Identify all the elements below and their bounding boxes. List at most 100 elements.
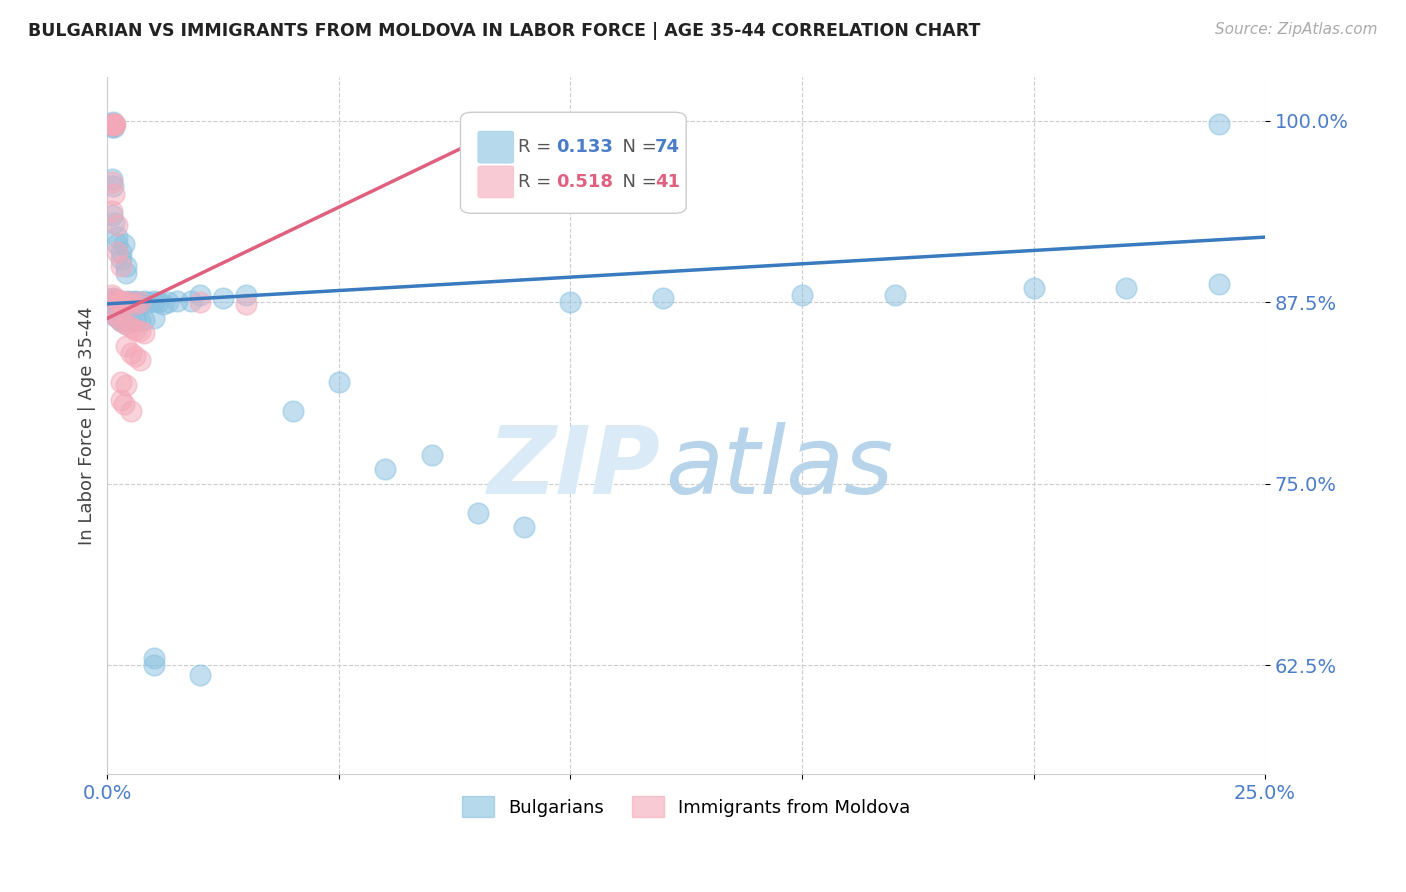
Point — [103, 291, 125, 305]
Point — [120, 297, 142, 311]
Point — [235, 297, 257, 311]
Point — [188, 668, 211, 682]
Text: R =: R = — [519, 138, 557, 156]
Point — [142, 293, 165, 308]
Point — [124, 295, 146, 310]
Point — [128, 295, 150, 310]
Point — [103, 119, 125, 133]
Point — [101, 175, 124, 189]
Point — [112, 295, 135, 310]
Point — [101, 120, 124, 134]
Point — [120, 314, 142, 328]
Point — [101, 291, 124, 305]
Point — [1208, 117, 1230, 131]
Point — [560, 295, 582, 310]
Point — [128, 314, 150, 328]
Point — [120, 295, 142, 310]
Point — [105, 219, 128, 233]
Point — [115, 317, 138, 331]
Point — [124, 313, 146, 327]
Point — [115, 295, 138, 310]
Point — [120, 346, 142, 360]
Point — [110, 259, 132, 273]
Text: N =: N = — [612, 138, 662, 156]
Point — [103, 216, 125, 230]
Text: N =: N = — [612, 173, 662, 191]
Point — [128, 297, 150, 311]
Point — [110, 252, 132, 266]
Point — [121, 295, 143, 310]
Text: ZIP: ZIP — [488, 422, 661, 514]
Point — [188, 288, 211, 302]
Point — [513, 520, 536, 534]
Point — [124, 293, 146, 308]
Point — [103, 119, 125, 133]
Point — [108, 293, 131, 308]
Text: BULGARIAN VS IMMIGRANTS FROM MOLDOVA IN LABOR FORCE | AGE 35-44 CORRELATION CHAR: BULGARIAN VS IMMIGRANTS FROM MOLDOVA IN … — [28, 22, 980, 40]
Point — [166, 293, 188, 308]
Y-axis label: In Labor Force | Age 35-44: In Labor Force | Age 35-44 — [79, 307, 96, 545]
Point — [188, 295, 211, 310]
Point — [110, 392, 132, 407]
Point — [115, 378, 138, 392]
Point — [124, 297, 146, 311]
Text: Source: ZipAtlas.com: Source: ZipAtlas.com — [1215, 22, 1378, 37]
Point — [1022, 281, 1045, 295]
Point — [115, 297, 138, 311]
Point — [142, 658, 165, 673]
Point — [101, 208, 124, 222]
Point — [128, 353, 150, 368]
Point — [104, 117, 127, 131]
Point — [790, 288, 813, 302]
Point — [281, 404, 304, 418]
Point — [374, 462, 396, 476]
FancyBboxPatch shape — [461, 112, 686, 213]
Point — [467, 506, 489, 520]
Text: 0.133: 0.133 — [557, 138, 613, 156]
Point — [120, 320, 142, 334]
Point — [117, 293, 139, 308]
Legend: Bulgarians, Immigrants from Moldova: Bulgarians, Immigrants from Moldova — [454, 789, 918, 824]
Point — [134, 326, 156, 340]
Point — [152, 297, 174, 311]
Point — [108, 293, 131, 308]
Point — [138, 295, 160, 310]
Point — [1115, 281, 1137, 295]
FancyBboxPatch shape — [478, 131, 513, 163]
Point — [101, 305, 124, 319]
Point — [101, 117, 124, 131]
Text: atlas: atlas — [665, 422, 894, 513]
Point — [115, 295, 138, 310]
Point — [128, 295, 150, 310]
Text: 0.518: 0.518 — [557, 173, 613, 191]
Point — [112, 237, 135, 252]
FancyBboxPatch shape — [478, 166, 513, 198]
Point — [110, 244, 132, 259]
Point — [110, 293, 132, 308]
Point — [328, 376, 350, 390]
Point — [103, 120, 125, 134]
Point — [105, 293, 128, 307]
Point — [120, 404, 142, 418]
Point — [105, 244, 128, 259]
Point — [100, 117, 122, 131]
Point — [1208, 277, 1230, 291]
Point — [110, 314, 132, 328]
Point — [103, 309, 125, 323]
Point — [103, 117, 125, 131]
Point — [156, 295, 179, 310]
Point — [124, 349, 146, 363]
Point — [420, 448, 443, 462]
Point — [101, 117, 124, 131]
Point — [652, 291, 675, 305]
Point — [101, 305, 124, 319]
Point — [101, 115, 124, 129]
Text: 74: 74 — [655, 138, 681, 156]
Point — [142, 651, 165, 665]
Point — [142, 311, 165, 326]
Point — [105, 230, 128, 244]
Point — [115, 266, 138, 280]
Point — [101, 117, 124, 131]
Point — [148, 295, 170, 310]
Point — [103, 186, 125, 201]
